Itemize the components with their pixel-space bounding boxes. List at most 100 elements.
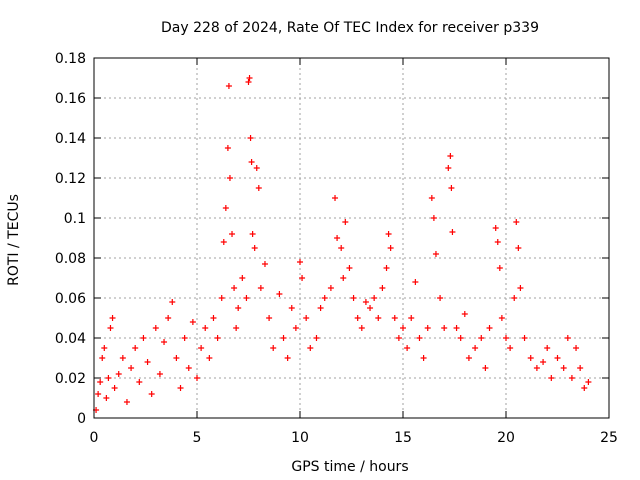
data-point	[437, 295, 444, 301]
data-point	[270, 345, 277, 351]
data-point	[395, 335, 402, 341]
x-tick-label: 5	[193, 430, 202, 446]
data-point	[239, 275, 246, 281]
data-point	[257, 285, 264, 291]
data-point	[173, 355, 180, 361]
data-point	[503, 335, 509, 341]
x-tick-label: 10	[291, 430, 309, 446]
data-point	[177, 385, 184, 391]
data-point	[136, 379, 143, 385]
y-tick-label: 0.08	[55, 251, 86, 267]
plot-frame	[93, 57, 610, 419]
data-point	[243, 295, 250, 301]
data-point	[119, 355, 126, 361]
data-point	[428, 195, 435, 201]
data-point	[416, 335, 423, 341]
y-tick-label: 0	[77, 411, 86, 427]
data-point	[430, 215, 437, 221]
data-point	[340, 275, 347, 281]
data-point	[496, 265, 503, 271]
data-point	[156, 371, 163, 377]
data-point	[548, 375, 555, 381]
data-points	[93, 75, 592, 413]
data-point	[379, 285, 386, 291]
data-point	[362, 299, 369, 305]
data-point	[297, 259, 303, 265]
data-point	[338, 245, 345, 251]
data-point	[515, 245, 522, 251]
data-point	[507, 345, 514, 351]
data-point	[448, 185, 455, 191]
data-point	[251, 245, 258, 251]
data-point	[334, 235, 341, 241]
data-point	[224, 145, 231, 151]
data-point	[152, 325, 159, 331]
data-point	[266, 315, 273, 321]
data-point	[391, 315, 398, 321]
data-point	[332, 195, 339, 201]
data-point	[400, 325, 406, 331]
data-point	[350, 295, 357, 301]
data-point	[387, 245, 394, 251]
data-point	[101, 345, 108, 351]
data-point	[165, 315, 172, 321]
data-point	[248, 159, 255, 165]
data-point	[367, 305, 374, 311]
data-point	[226, 175, 233, 181]
data-point	[303, 315, 310, 321]
data-point	[261, 261, 268, 267]
data-point	[95, 391, 102, 397]
data-point	[441, 325, 448, 331]
data-point	[245, 79, 252, 85]
data-point	[412, 279, 419, 285]
data-point	[424, 325, 431, 331]
data-point	[246, 75, 253, 81]
y-tick-label: 0.02	[55, 371, 86, 387]
data-point	[189, 319, 196, 325]
data-point	[255, 185, 262, 191]
data-point	[327, 285, 334, 291]
data-point	[371, 295, 378, 301]
data-point	[231, 285, 238, 291]
data-point	[103, 395, 110, 401]
data-point	[299, 275, 306, 281]
y-tick-label: 0.06	[55, 291, 86, 307]
data-point	[432, 251, 439, 257]
data-point	[513, 219, 520, 225]
data-point	[358, 325, 365, 331]
x-axis-label: GPS time / hours	[291, 459, 408, 475]
data-point	[107, 325, 114, 331]
data-point	[385, 231, 392, 237]
data-point	[533, 365, 540, 371]
y-tick-label: 0.04	[55, 331, 86, 347]
data-point	[220, 239, 227, 245]
data-point	[206, 355, 213, 361]
data-point	[169, 299, 176, 305]
data-point	[144, 359, 151, 365]
chart-title: Day 228 of 2024, Rate Of TEC Index for r…	[161, 20, 539, 36]
data-point	[472, 345, 479, 351]
data-point	[111, 385, 118, 391]
data-point	[97, 379, 104, 385]
data-point	[233, 325, 240, 331]
data-point	[229, 231, 236, 237]
data-point	[478, 335, 485, 341]
data-point	[527, 355, 534, 361]
data-point	[313, 335, 320, 341]
data-point	[280, 335, 287, 341]
data-point	[544, 345, 551, 351]
data-point	[225, 83, 232, 89]
data-point	[457, 335, 464, 341]
data-point	[482, 365, 489, 371]
y-tick-label: 0.12	[55, 171, 86, 187]
data-point	[148, 391, 155, 397]
data-point	[105, 375, 112, 381]
x-tick-label: 20	[497, 430, 515, 446]
data-point	[375, 315, 382, 321]
data-point	[140, 335, 147, 341]
axis-ticks: 0 0.02 0.04 0.06 0.08 0.1 0.12 0.14 0.16 0.18 0 5 10…	[55, 51, 618, 446]
x-tick-label: 15	[394, 430, 412, 446]
data-point	[465, 355, 472, 361]
data-point	[288, 305, 295, 311]
